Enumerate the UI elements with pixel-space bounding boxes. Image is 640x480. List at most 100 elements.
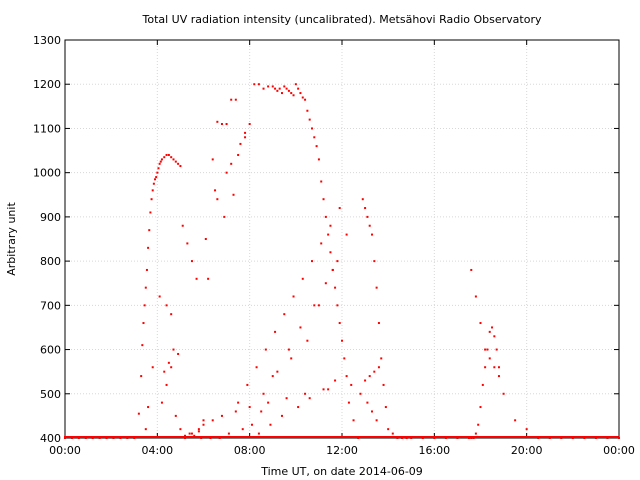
baseline-point xyxy=(263,436,266,438)
baseline-point xyxy=(381,436,384,438)
data-point xyxy=(327,233,330,236)
baseline-point xyxy=(196,436,199,438)
baseline-point xyxy=(144,436,147,438)
data-point xyxy=(225,123,228,126)
data-point xyxy=(477,423,480,426)
baseline-point xyxy=(74,436,77,438)
baseline-point xyxy=(278,436,281,438)
baseline-point xyxy=(194,436,197,438)
y-tick-label: 1200 xyxy=(33,78,61,91)
baseline-point xyxy=(308,436,311,438)
data-points xyxy=(64,83,620,439)
data-point xyxy=(234,410,237,413)
baseline-point xyxy=(567,436,570,438)
data-point xyxy=(141,344,144,347)
baseline-point xyxy=(399,436,402,438)
data-point xyxy=(292,295,295,298)
baseline-point xyxy=(452,436,455,438)
baseline-point xyxy=(579,436,582,438)
baseline-point xyxy=(310,436,313,438)
data-point xyxy=(373,370,376,373)
baseline-point xyxy=(328,436,331,438)
baseline-point xyxy=(497,436,500,438)
data-point xyxy=(345,375,348,378)
baseline-point xyxy=(181,436,184,438)
data-point xyxy=(514,419,517,422)
data-point xyxy=(491,326,494,329)
baseline-point xyxy=(488,436,491,438)
baseline-point xyxy=(458,436,461,438)
data-point xyxy=(373,260,376,263)
data-point xyxy=(366,215,369,218)
baseline-point xyxy=(299,436,302,438)
data-point xyxy=(301,277,304,280)
baseline-point xyxy=(208,436,211,438)
baseline-point xyxy=(100,436,103,438)
baseline-point xyxy=(169,436,172,438)
data-point xyxy=(329,251,332,254)
baseline-point xyxy=(382,436,385,438)
baseline-point xyxy=(570,436,573,438)
baseline-point xyxy=(147,436,150,438)
baseline-point xyxy=(371,436,374,438)
baseline-point xyxy=(411,436,414,438)
baseline-point xyxy=(70,436,73,438)
baseline-point xyxy=(437,436,440,438)
data-point xyxy=(250,423,253,426)
baseline-point xyxy=(235,436,238,438)
data-point xyxy=(299,92,302,95)
baseline-point xyxy=(555,436,558,438)
data-point xyxy=(156,171,159,174)
data-point xyxy=(276,370,279,373)
data-point xyxy=(244,136,247,139)
data-point xyxy=(145,268,148,271)
baseline-point xyxy=(321,436,324,438)
baseline-point xyxy=(404,436,407,438)
data-point xyxy=(154,178,157,181)
baseline-point xyxy=(569,436,572,438)
baseline-point xyxy=(398,436,401,438)
data-point xyxy=(170,366,173,369)
baseline-point xyxy=(268,436,271,438)
baseline-point xyxy=(88,436,91,438)
baseline-point xyxy=(120,436,123,438)
baseline-point xyxy=(193,436,196,438)
baseline-point xyxy=(140,436,143,438)
baseline-point xyxy=(376,436,379,438)
y-tick-label: 800 xyxy=(40,255,61,268)
baseline-point xyxy=(436,436,439,438)
baseline-point xyxy=(530,436,533,438)
baseline-point xyxy=(390,436,393,438)
baseline-point xyxy=(240,436,243,438)
baseline-point xyxy=(178,436,181,438)
baseline-point xyxy=(94,436,97,438)
data-point xyxy=(232,193,235,196)
y-tick-label: 400 xyxy=(40,432,61,445)
baseline-point xyxy=(373,436,376,438)
data-point xyxy=(165,153,168,156)
baseline-point xyxy=(564,436,567,438)
baseline-point xyxy=(151,436,154,438)
baseline-point xyxy=(230,436,233,438)
baseline-point xyxy=(293,436,296,438)
baseline-point xyxy=(349,436,352,438)
data-point xyxy=(479,406,482,409)
data-point xyxy=(361,198,364,201)
baseline-point xyxy=(593,436,596,438)
baseline-point xyxy=(174,436,177,438)
baseline-point xyxy=(159,436,162,438)
baseline-point xyxy=(188,436,191,438)
data-point xyxy=(329,224,332,227)
data-point xyxy=(148,229,151,232)
baseline-point xyxy=(479,436,482,438)
baseline-point xyxy=(462,436,465,438)
baseline-point xyxy=(397,436,400,438)
data-point xyxy=(241,428,244,431)
baseline-point xyxy=(422,436,425,438)
baseline-point xyxy=(312,436,315,438)
data-point xyxy=(375,286,378,289)
data-point xyxy=(223,215,226,218)
baseline-point xyxy=(67,436,70,438)
baseline-point xyxy=(467,436,470,438)
baseline-point xyxy=(255,436,258,438)
